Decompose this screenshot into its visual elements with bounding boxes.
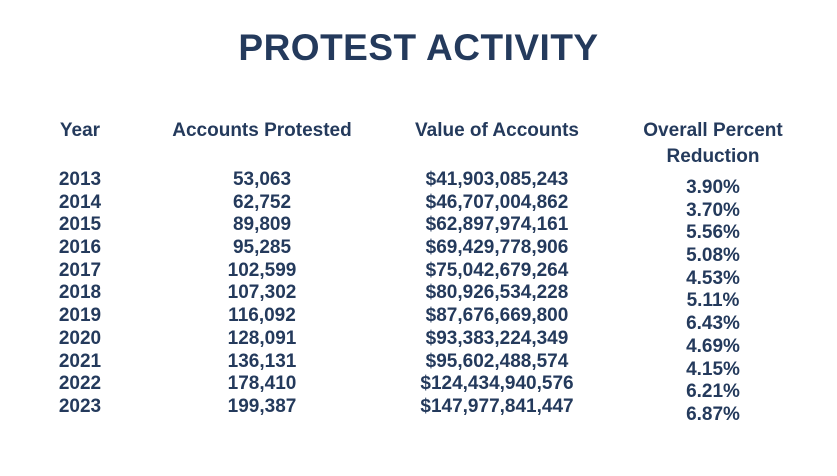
cell-overall-percent-reduction: 3.70% [686, 199, 740, 221]
cell-value-of-accounts: $62,897,974,161 [425, 214, 569, 236]
cell-year: 2022 [58, 373, 102, 395]
cell-year: 2023 [58, 395, 102, 417]
cell-value-of-accounts: $41,903,085,243 [425, 169, 569, 190]
cell-accounts-protested: 128,091 [227, 327, 297, 349]
cell-overall-percent-reduction: 5.08% [686, 245, 740, 267]
cell-value-of-accounts: $87,676,669,800 [425, 305, 569, 327]
column-values-overall-percent-reduction: 3.90% 3.70% 5.56% 5.08% 4.53% 5.11% 6.43% 4.69%… [610, 177, 816, 427]
cell-year: 2016 [58, 237, 102, 259]
cell-overall-percent-reduction: 6.87% [686, 403, 740, 425]
column-header-year: Year [59, 120, 101, 141]
cell-year: 2017 [58, 259, 102, 281]
cell-year: 2019 [58, 305, 102, 327]
cell-accounts-protested: 178,410 [227, 373, 297, 395]
cell-overall-percent-reduction: 4.53% [686, 267, 740, 289]
cell-overall-percent-reduction: 5.56% [686, 222, 740, 244]
cell-accounts-protested: 95,285 [232, 237, 292, 259]
column-accounts-protested: Accounts Protested 53,063 62,752 89,809 95,… [140, 110, 384, 427]
cell-overall-percent-reduction: 4.15% [686, 358, 740, 380]
column-value-of-accounts: Value of Accounts $41,903,085,243 $46,707… [384, 110, 610, 427]
protest-activity-table: Year 2013 2014 2015 2016 2017 2018 2019 2020 202… [0, 110, 837, 427]
cell-overall-percent-reduction: 6.21% [686, 381, 740, 403]
cell-year: 2015 [58, 214, 102, 236]
cell-accounts-protested: 89,809 [232, 214, 292, 236]
cell-year: 2020 [58, 327, 102, 349]
column-values-year: 2013 2014 2015 2016 2017 2018 2019 2020 2021 2022… [20, 169, 140, 419]
column-header-value-of-accounts: Value of Accounts [415, 120, 579, 141]
cell-year: 2018 [58, 282, 102, 304]
column-header-accounts-protested: Accounts Protested [172, 120, 352, 141]
cell-value-of-accounts: $93,383,224,349 [425, 327, 569, 349]
cell-year: 2021 [58, 350, 102, 372]
column-values-accounts-protested: 53,063 62,752 89,809 95,285 102,599 107,302 11… [140, 169, 384, 419]
cell-accounts-protested: 199,387 [227, 395, 297, 417]
cell-value-of-accounts: $80,926,534,228 [425, 282, 569, 304]
cell-accounts-protested: 102,599 [227, 259, 297, 281]
cell-accounts-protested: 136,131 [227, 350, 297, 372]
cell-overall-percent-reduction: 5.11% [686, 290, 740, 312]
column-overall-percent-reduction: Overall Percent Reduction 3.90% 3.70% 5.56… [610, 110, 816, 427]
cell-overall-percent-reduction: 4.69% [686, 335, 740, 357]
cell-overall-percent-reduction: 3.90% [686, 177, 740, 198]
cell-value-of-accounts: $75,042,679,264 [425, 259, 569, 281]
cell-value-of-accounts: $95,602,488,574 [425, 350, 569, 372]
cell-year: 2013 [58, 169, 102, 190]
cell-value-of-accounts: $46,707,004,862 [425, 191, 569, 213]
column-header-overall-percent-reduction: Overall Percent Reduction [643, 120, 783, 167]
column-year: Year 2013 2014 2015 2016 2017 2018 2019 2020 202… [20, 110, 140, 427]
cell-year: 2014 [58, 191, 102, 213]
page-title: PROTEST ACTIVITY [238, 27, 599, 68]
cell-accounts-protested: 116,092 [228, 305, 296, 327]
cell-accounts-protested: 107,302 [227, 282, 297, 304]
cell-accounts-protested: 53,063 [232, 169, 292, 190]
cell-overall-percent-reduction: 6.43% [686, 313, 740, 335]
column-values-value-of-accounts: $41,903,085,243 $46,707,004,862 $62,897,97… [384, 169, 610, 419]
cell-value-of-accounts: $69,429,778,906 [425, 237, 569, 259]
cell-accounts-protested: 62,752 [232, 191, 292, 213]
cell-value-of-accounts: $124,434,940,576 [420, 373, 574, 395]
cell-value-of-accounts: $147,977,841,447 [420, 395, 574, 417]
